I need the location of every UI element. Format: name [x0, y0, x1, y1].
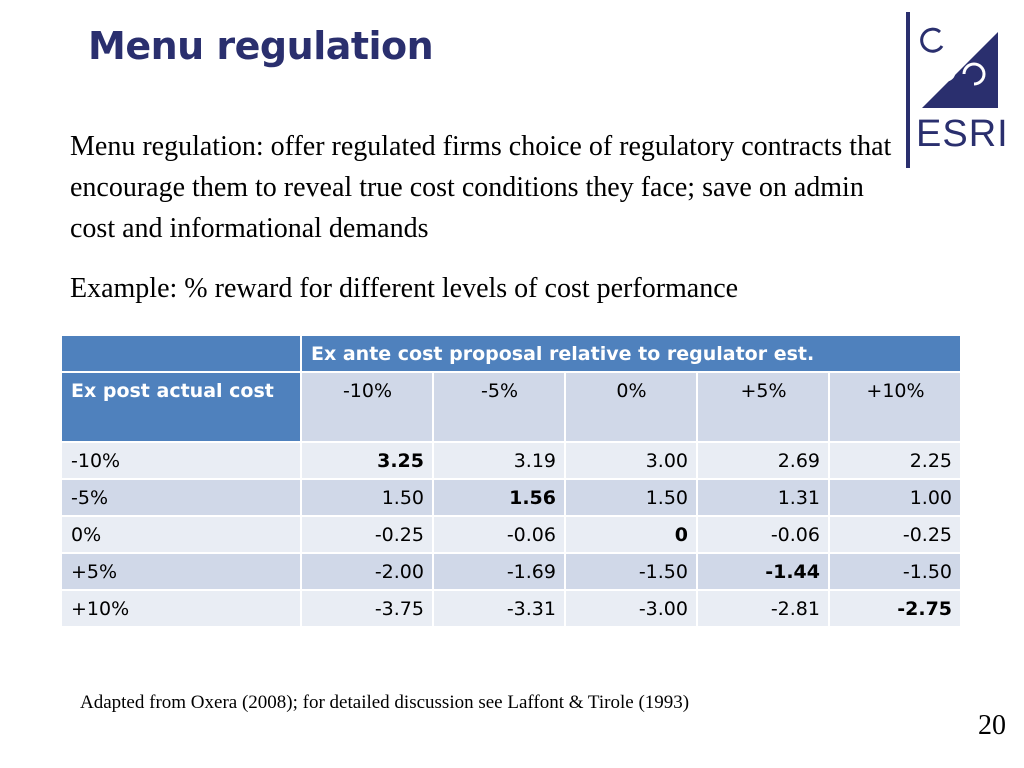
logo-text: ESRI	[916, 113, 1009, 155]
row-label: 0%	[60, 515, 302, 554]
row-label: -5%	[60, 478, 302, 517]
column-header: 0%	[564, 371, 698, 443]
table-cell: -3.00	[564, 589, 698, 628]
table-cell: -1.44	[696, 552, 830, 591]
table-group-header-row: Ex ante cost proposal relative to regula…	[60, 334, 963, 373]
logo-swirl-1	[920, 27, 944, 53]
table-cell: -3.31	[432, 589, 566, 628]
table-column-header-row: Ex post actual cost -10% -5% 0% +5% +10%	[60, 371, 963, 443]
table-row: 0% -0.25 -0.06 0 -0.06 -0.25	[60, 515, 963, 554]
table-row: -10% 3.25 3.19 3.00 2.69 2.25	[60, 441, 963, 480]
logo-triangle	[922, 32, 998, 108]
row-label: -10%	[60, 441, 302, 480]
menu-regulation-table: Ex ante cost proposal relative to regula…	[60, 334, 963, 628]
table-cell: -3.75	[300, 589, 434, 628]
table-cell: -1.69	[432, 552, 566, 591]
table-cell: -2.81	[696, 589, 830, 628]
logo-swirl-2	[962, 62, 986, 86]
table-row: +5% -2.00 -1.69 -1.50 -1.44 -1.50	[60, 552, 963, 591]
column-header: -10%	[300, 371, 434, 443]
column-header: -5%	[432, 371, 566, 443]
table-cell: 1.31	[696, 478, 830, 517]
table-cell: 1.56	[432, 478, 566, 517]
table-cell: -0.06	[432, 515, 566, 554]
table-cell: 1.50	[300, 478, 434, 517]
table-cell: -2.75	[827, 589, 963, 628]
table-cell: -0.25	[827, 515, 963, 554]
row-label: +10%	[60, 589, 302, 628]
table-cell: -2.00	[300, 552, 434, 591]
row-label: +5%	[60, 552, 302, 591]
row-header-label: Ex post actual cost	[60, 371, 302, 443]
group-header: Ex ante cost proposal relative to regula…	[299, 334, 963, 373]
table-cell: -0.25	[300, 515, 434, 554]
logo-vertical-bar	[906, 12, 910, 168]
body-text: Menu regulation: offer regulated firms c…	[70, 126, 900, 309]
table-row: -5% 1.50 1.56 1.50 1.31 1.00	[60, 478, 963, 517]
example-paragraph: Example: % reward for different levels o…	[70, 273, 739, 304]
page-number: 20	[978, 710, 1006, 741]
description-paragraph: Menu regulation: offer regulated firms c…	[70, 131, 892, 244]
table-cell: -1.50	[564, 552, 698, 591]
table-cell: 1.50	[564, 478, 698, 517]
table-cell: 0	[564, 515, 698, 554]
table-corner-cell	[60, 334, 302, 373]
table-cell: 3.00	[564, 441, 698, 480]
table-cell: 3.19	[432, 441, 566, 480]
table-cell: 3.25	[300, 441, 434, 480]
slide-title: Menu regulation	[88, 24, 434, 68]
table-cell: 2.69	[696, 441, 830, 480]
table-cell: 1.00	[827, 478, 963, 517]
table-row: +10% -3.75 -3.31 -3.00 -2.81 -2.75	[60, 589, 963, 628]
esri-logo: ESRI	[906, 12, 1009, 168]
table-cell: -1.50	[827, 552, 963, 591]
table-cell: -0.06	[696, 515, 830, 554]
logo-swirl-3	[936, 71, 956, 82]
footnote: Adapted from Oxera (2008); for detailed …	[80, 692, 690, 713]
column-header: +10%	[827, 371, 963, 443]
table-cell: 2.25	[827, 441, 963, 480]
column-header: +5%	[696, 371, 830, 443]
